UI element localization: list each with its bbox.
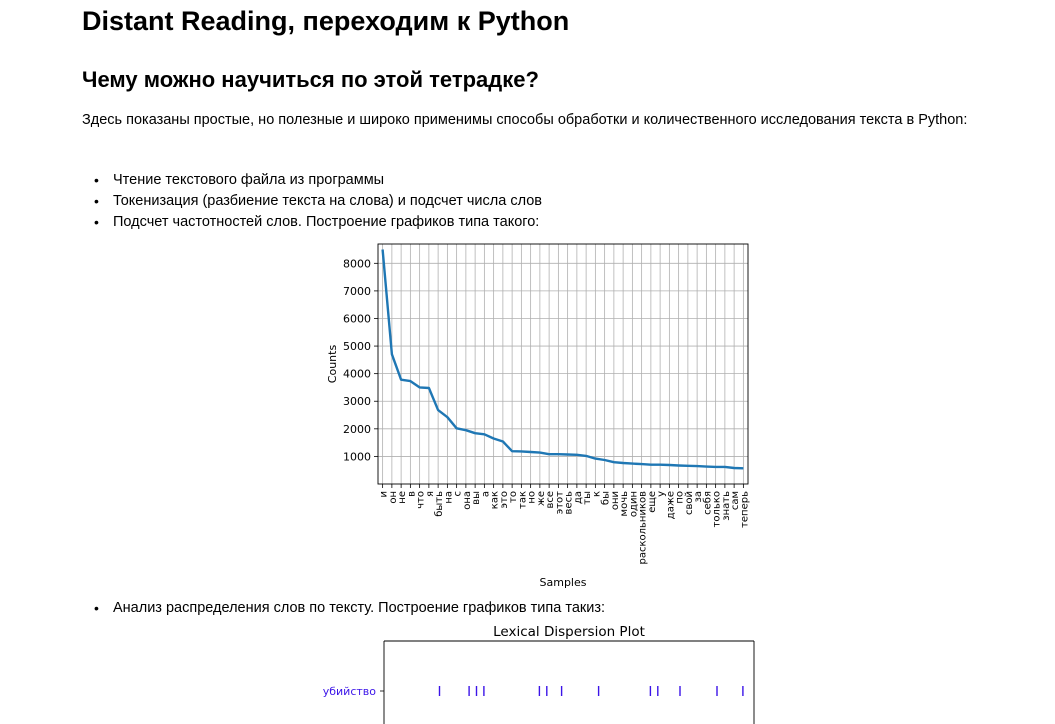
y-tick-label: 8000 bbox=[343, 257, 371, 270]
x-tick-label: этот bbox=[554, 491, 565, 514]
x-tick-label: у bbox=[656, 491, 667, 497]
feature-list: Чтение текстового файла из программы Ток… bbox=[92, 170, 542, 233]
x-tick-label: он bbox=[388, 491, 399, 504]
x-tick-label: к bbox=[591, 491, 602, 497]
x-tick-label: не bbox=[397, 491, 408, 504]
lexical-dispersion-chart: Lexical Dispersion Plot убийство bbox=[323, 624, 755, 724]
y-tick-label: убийство bbox=[323, 685, 377, 698]
x-tick-label: себя bbox=[702, 491, 713, 515]
x-tick-label: по bbox=[675, 491, 686, 504]
x-tick-label: сам bbox=[730, 491, 741, 510]
x-tick-label: еще bbox=[647, 491, 658, 513]
x-tick-label: знать bbox=[721, 491, 732, 521]
plot-frame bbox=[377, 243, 749, 485]
list-item: Токенизация (разбиение текста на слова) … bbox=[92, 191, 542, 212]
x-tick-label: за bbox=[693, 491, 704, 502]
x-tick-label: они bbox=[610, 491, 621, 510]
frequency-distribution-chart: 1000 2000 3000 4000 5000 6000 7000 8000 ионневчт… bbox=[326, 243, 750, 589]
y-axis-label: Counts bbox=[326, 345, 339, 384]
x-tick-label: ты bbox=[582, 491, 593, 505]
section-heading: Чему можно научиться по этой тетрадке? bbox=[82, 67, 539, 92]
x-tick-label: как bbox=[490, 491, 501, 509]
x-tick-label: же bbox=[536, 491, 547, 506]
x-axis-label: Samples bbox=[540, 576, 587, 589]
x-tick-label: так bbox=[517, 491, 528, 509]
y-tick-label: 2000 bbox=[343, 423, 371, 436]
x-tick-label: что bbox=[416, 491, 427, 509]
x-tick-label: только bbox=[712, 491, 723, 527]
x-tick-label: она bbox=[462, 491, 473, 510]
x-tick-label: но bbox=[527, 491, 538, 504]
x-tick-label: один bbox=[628, 491, 639, 517]
x-tick-label: вы bbox=[471, 491, 482, 505]
chart-title: Lexical Dispersion Plot bbox=[493, 624, 645, 640]
x-tick-label: в bbox=[406, 491, 417, 497]
y-tick-label: 6000 bbox=[343, 312, 371, 325]
y-tick-label: 7000 bbox=[343, 285, 371, 298]
x-tick-label: весь bbox=[564, 491, 575, 515]
list-item: Подсчет частотностей слов. Построение гр… bbox=[92, 212, 542, 233]
x-tick-label: быть bbox=[434, 491, 445, 517]
y-tick-label: 4000 bbox=[343, 368, 371, 381]
x-tick-label: мочь bbox=[619, 491, 630, 517]
x-tick-label: раскольников bbox=[638, 491, 649, 565]
x-tick-label: теперь bbox=[739, 491, 750, 528]
x-tick-label: да bbox=[573, 491, 584, 504]
x-tick-label: я bbox=[425, 491, 436, 497]
x-tick-label: а bbox=[480, 491, 491, 497]
list-item: Чтение текстового файла из программы bbox=[92, 170, 542, 191]
x-tick-label: бы bbox=[601, 491, 612, 505]
page-title: Distant Reading, переходим к Python bbox=[82, 6, 570, 36]
feature-list-2: Анализ распределения слов по тексту. Пос… bbox=[92, 598, 605, 619]
x-tick-label: все bbox=[545, 491, 556, 509]
x-tick-label: даже bbox=[665, 491, 676, 519]
x-tick-label: на bbox=[443, 491, 454, 504]
x-tick-label: то bbox=[508, 491, 519, 503]
y-tick-label: 5000 bbox=[343, 340, 371, 353]
y-tick-label: 1000 bbox=[343, 450, 371, 463]
x-tick-label: свой bbox=[684, 491, 695, 515]
counts-line bbox=[381, 249, 744, 470]
x-tick-label: и bbox=[379, 491, 390, 498]
x-tick-label: это bbox=[499, 491, 510, 508]
x-tick-label: с bbox=[453, 491, 464, 497]
list-item: Анализ распределения слов по тексту. Пос… bbox=[92, 598, 605, 619]
intro-paragraph: Здесь показаны простые, но полезные и ши… bbox=[82, 112, 968, 128]
y-tick-label: 3000 bbox=[343, 395, 371, 408]
